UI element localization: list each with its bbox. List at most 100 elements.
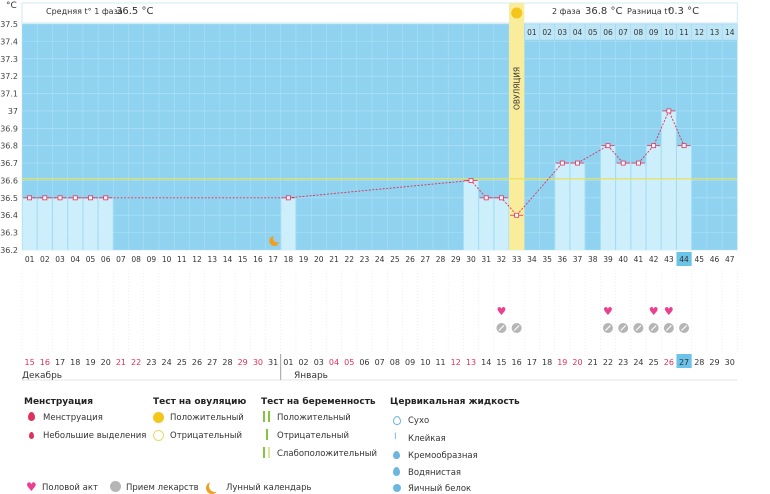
temp-bar — [616, 163, 631, 250]
cycle-day-label: 32 — [497, 255, 507, 264]
cycle-day-label: 26 — [405, 255, 415, 264]
calendar-date: 29 — [709, 358, 719, 367]
y-tick-label: 36.9 — [0, 124, 18, 133]
cycle-day-label: 40 — [618, 255, 628, 264]
calendar-date: 19 — [85, 358, 95, 367]
cycle-day-label: 31 — [481, 255, 491, 264]
calendar-date: 24 — [161, 358, 171, 367]
y-tick-label: 37.1 — [0, 90, 18, 99]
calendar-date: 30 — [253, 358, 263, 367]
cycle-day-label: 08 — [131, 255, 141, 264]
y-tick-label: 37.3 — [0, 55, 18, 64]
cycle-day-label: 23 — [360, 255, 370, 264]
month-january: Январь — [294, 371, 328, 381]
calendar-date: 02 — [298, 358, 308, 367]
calendar-date: 01 — [283, 358, 293, 367]
calendar-date: 18 — [70, 358, 80, 367]
calendar-date: 22 — [131, 358, 141, 367]
post-ovulation-day: 09 — [649, 28, 659, 37]
legend-intercourse: Половой акт — [42, 483, 98, 493]
calendar-date: 26 — [664, 358, 674, 367]
calendar-date: 07 — [375, 358, 385, 367]
y-tick-label: 37 — [8, 107, 18, 116]
temp-point — [57, 195, 63, 201]
pill-stripe — [681, 325, 687, 331]
calendar-date: 09 — [405, 358, 415, 367]
cycle-day-label: 33 — [512, 255, 522, 264]
header-strip — [21, 2, 738, 24]
cycle-day-label: 07 — [116, 255, 126, 264]
legend-menstruation-title: Менструация — [24, 397, 93, 407]
phase2-value: 36.8 °C — [585, 6, 623, 17]
temp-point — [620, 160, 626, 166]
pill-stripe — [635, 325, 642, 331]
y-tick-label: 36.8 — [0, 142, 18, 151]
temp-point — [605, 143, 611, 149]
calendar-date: 21 — [588, 358, 598, 367]
calendar-date: 17 — [527, 358, 537, 367]
temp-point — [103, 195, 109, 201]
cycle-day-label: 42 — [649, 255, 659, 264]
calendar-date: 20 — [101, 358, 111, 367]
temp-point — [285, 195, 291, 201]
calendar-date: 24 — [633, 358, 643, 367]
temp-bar — [676, 145, 692, 250]
post-ovulation-day: 02 — [542, 28, 552, 37]
calendar-date: 13 — [466, 358, 476, 367]
pregnancy-negative-icon — [266, 429, 268, 440]
heart-icon: ♥ — [664, 305, 674, 318]
cycle-day-label: 16 — [253, 255, 263, 264]
calendar-date: 27 — [207, 358, 217, 367]
calendar-date: 10 — [420, 358, 430, 367]
calendar-date: 29 — [238, 358, 248, 367]
unit-label: °C — [6, 1, 17, 11]
cycle-day-label: 12 — [192, 255, 202, 264]
pill-stripe — [620, 325, 627, 331]
cycle-day-label: 41 — [634, 255, 644, 264]
cycle-day-label: 21 — [329, 255, 339, 264]
y-tick-label: 37.5 — [0, 20, 18, 29]
moon-icon — [269, 236, 280, 246]
temp-bar — [22, 197, 37, 250]
cycle-day-label: 22 — [344, 255, 354, 264]
temp-bar — [37, 197, 52, 250]
legend-menstruation: Менструация — [43, 413, 103, 423]
temp-point — [575, 160, 580, 166]
small-drop-icon — [29, 432, 34, 439]
legend-cervical-eggwhite: Яичный белок — [408, 484, 472, 494]
legend-cervical-creamy: Кремообразная — [408, 451, 478, 461]
post-ovulation-day: 04 — [573, 28, 583, 37]
cycle-day-label: 34 — [527, 255, 537, 264]
calendar-date: 22 — [603, 358, 613, 367]
pregnancy-weak-icon — [263, 447, 270, 458]
watery-icon — [393, 467, 400, 476]
cycle-day-label: 19 — [299, 255, 309, 264]
post-ovulation-day: 06 — [603, 28, 613, 37]
temp-bar — [463, 180, 479, 250]
post-ovulation-day: 03 — [558, 28, 568, 37]
legend-lunar: Лунный календарь — [226, 483, 312, 493]
phase1-label: Средняя t° 1 фаза — [46, 7, 123, 16]
y-tick-label: 37.2 — [0, 72, 18, 81]
post-ovulation-cell — [721, 23, 738, 41]
temp-bar — [83, 197, 98, 250]
legend-pregnancy-negative: Отрицательный — [277, 431, 349, 441]
calendar-date: 15 — [25, 358, 35, 367]
diff-label: Разница t° — [627, 7, 672, 16]
y-tick-label: 36.5 — [0, 194, 18, 203]
calendar-date: 20 — [572, 358, 582, 367]
month-december: Декабрь — [22, 371, 63, 381]
pill-stripe — [513, 325, 520, 331]
heart-icon: ♥ — [496, 305, 506, 318]
legend-medication: Прием лекарств — [126, 483, 199, 493]
legend-ovulation-test-title: Тест на овуляцию — [153, 397, 247, 407]
cycle-day-label: 04 — [70, 255, 80, 264]
calendar-date: 16 — [512, 358, 522, 367]
pill-icon — [110, 481, 121, 492]
calendar-date: 28 — [694, 358, 704, 367]
current-day-highlight — [676, 252, 692, 266]
calendar-date: 15 — [496, 358, 506, 367]
temp-bar — [555, 163, 570, 250]
calendar-date: 25 — [649, 358, 659, 367]
cycle-day-label: 14 — [223, 255, 233, 264]
